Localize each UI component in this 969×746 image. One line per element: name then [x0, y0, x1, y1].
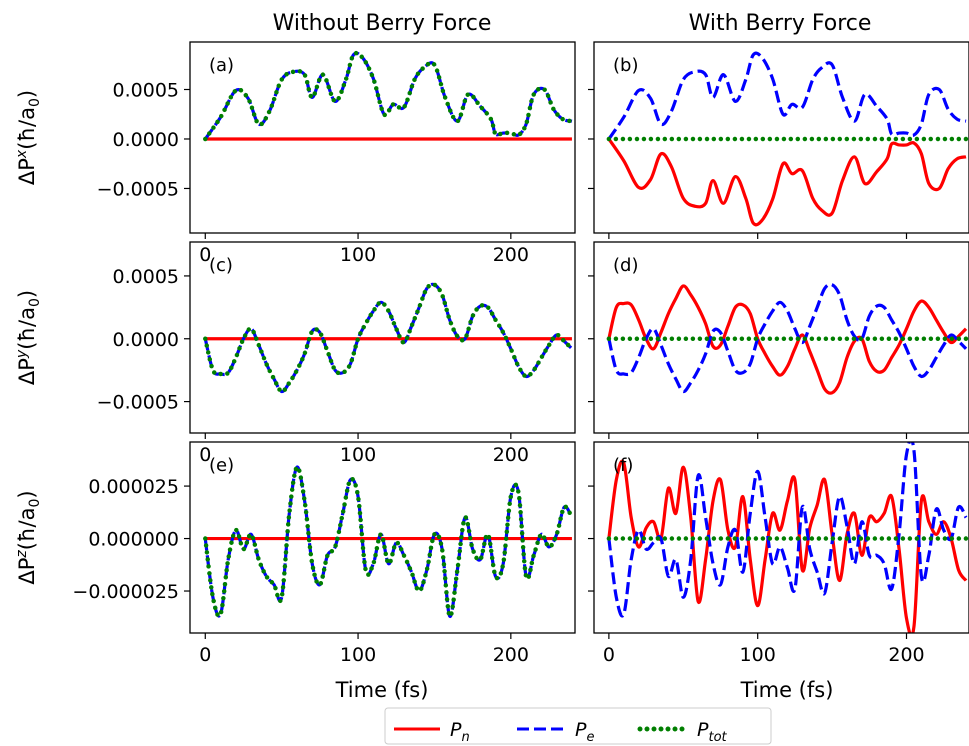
- x-tick-label: 200: [493, 644, 529, 666]
- panel-frame: [593, 41, 969, 234]
- panel-frame: [593, 241, 969, 434]
- series-line-ptot: [203, 464, 575, 619]
- panel-b: (b): [588, 41, 969, 239]
- x-tick-label: 200: [888, 644, 924, 666]
- x-tick-label: 200: [493, 444, 529, 466]
- panel-a: 0 100 200 0.0005 0.0000 −0.0005 (a) ΔPx(ħ/a0): [14, 41, 576, 266]
- series-line-pe: [203, 51, 573, 140]
- y-axis-label: ΔPy(ħ/a0): [14, 290, 43, 385]
- x-tick-label: 100: [740, 644, 776, 666]
- y-tick-label: 0.0005: [113, 266, 179, 288]
- panel-label: (f): [613, 455, 633, 476]
- y-tick-label: 0.000000: [88, 529, 179, 551]
- series-group: [606, 442, 969, 633]
- panel-label: (b): [613, 55, 638, 76]
- panel-e: 0 100 200 0.000025 0.000000 −0.000025 (e) ΔPz(ħ…: [14, 441, 576, 666]
- panel-frame: [189, 441, 576, 634]
- x-tick-label: 0: [603, 644, 615, 666]
- legend-label-pe: Pe: [575, 719, 594, 745]
- series-line-pe: [607, 442, 968, 618]
- series-group: [203, 282, 575, 394]
- x-tick-label: 100: [340, 444, 376, 466]
- y-tick-label: 0.0000: [113, 329, 179, 351]
- y-tick-label: 0.0000: [113, 129, 179, 151]
- xlabel-left: Time (fs): [335, 678, 429, 702]
- series-line-ptot: [203, 282, 575, 394]
- legend-frame: [384, 707, 772, 745]
- x-tick-label: 0: [199, 644, 211, 666]
- series-line-pe: [607, 282, 968, 394]
- y-tick-label: 0.000025: [88, 476, 179, 498]
- y-tick-label: −0.0005: [97, 178, 179, 200]
- panel-label: (e): [209, 455, 234, 476]
- legend: Pn Pe Ptot: [384, 707, 772, 745]
- x-tick-label: 0: [199, 444, 211, 466]
- series-line-ptot: [203, 50, 575, 142]
- panel-frame: [189, 41, 576, 234]
- legend-label-pn: Pn: [450, 719, 470, 745]
- series-group: [606, 282, 969, 395]
- panel-label: (a): [209, 55, 234, 76]
- panel-f: 0 100 200 (f): [588, 441, 969, 666]
- series-line-pn: [607, 138, 967, 227]
- series-line-pe: [607, 51, 967, 140]
- series-group: [606, 51, 969, 227]
- y-axis-label: ΔPx(ħ/a0): [14, 90, 43, 185]
- series-line-pe: [203, 465, 574, 618]
- panel-d: (d): [588, 241, 969, 439]
- x-tick-label: 200: [493, 244, 529, 266]
- y-tick-label: −0.000025: [72, 581, 179, 603]
- y-tick-label: −0.0005: [97, 392, 179, 414]
- y-tick-label: 0.0005: [113, 80, 179, 102]
- panel-label: (d): [613, 255, 638, 276]
- series-group: [203, 464, 575, 619]
- series-line-pn: [607, 284, 968, 395]
- panel-label: (c): [209, 255, 233, 276]
- xlabel-right: Time (fs): [740, 678, 834, 702]
- legend-label-ptot: Ptot: [697, 719, 728, 745]
- y-axis-label: ΔPz(ħ/a0): [14, 490, 43, 584]
- panel-c: 0 100 200 0.0005 0.0000 −0.0005 (c) ΔPy(ħ/a0): [14, 241, 576, 466]
- series-line-pn: [607, 459, 968, 633]
- panels: 0 100 200 0.0005 0.0000 −0.0005 (a) ΔPx(ħ/a0) (b…: [14, 41, 969, 666]
- panel-frame: [189, 241, 576, 434]
- series-group: [203, 50, 575, 142]
- col-title-left: Without Berry Force: [273, 11, 492, 36]
- col-title-right: With Berry Force: [689, 11, 872, 36]
- x-tick-label: 0: [199, 244, 211, 266]
- x-tick-label: 100: [340, 644, 376, 666]
- panel-frame: [593, 441, 969, 634]
- x-tick-label: 100: [340, 244, 376, 266]
